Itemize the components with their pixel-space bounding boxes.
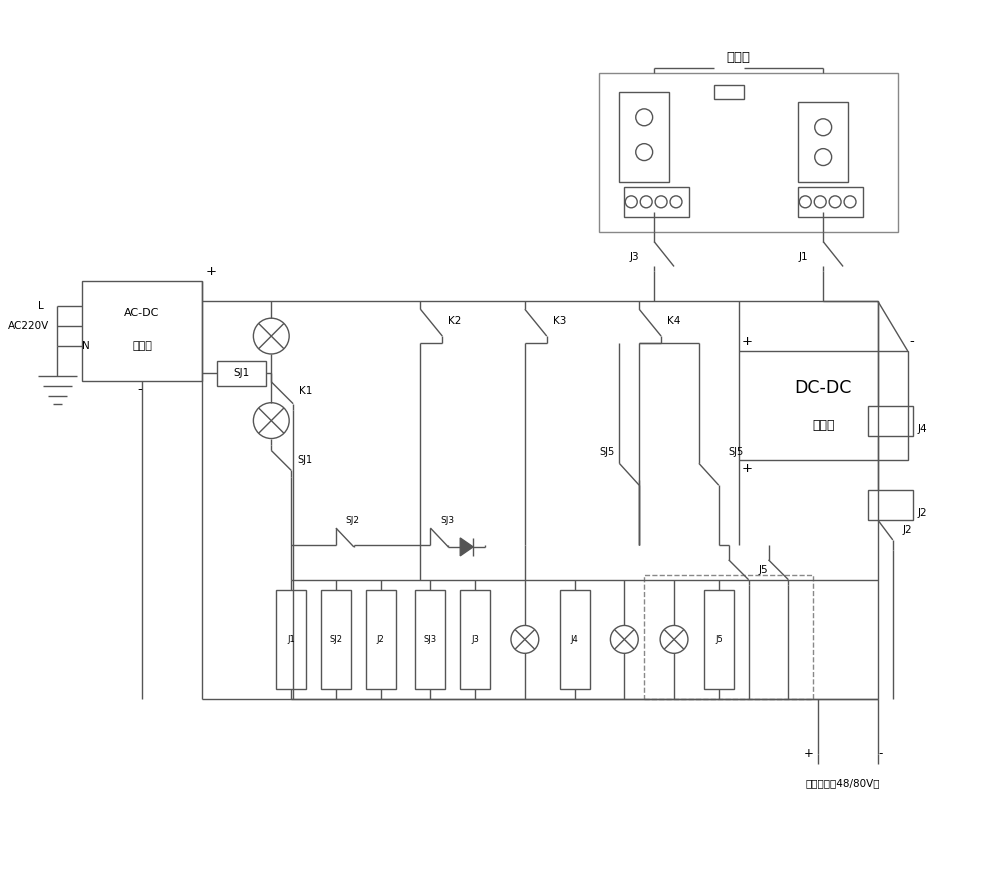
Text: SJ5: SJ5 (599, 448, 614, 457)
Text: K3: K3 (553, 316, 566, 326)
Bar (619, 93, 669, 182)
Bar (217, 361, 266, 386)
Text: J4: J4 (918, 424, 927, 433)
Text: J3: J3 (471, 635, 479, 644)
Text: J3: J3 (630, 252, 639, 262)
Text: SJ2: SJ2 (329, 635, 342, 644)
Text: J5: J5 (715, 635, 723, 644)
Text: +: + (206, 265, 217, 278)
Text: K1: K1 (299, 386, 312, 396)
Text: SJ2: SJ2 (346, 515, 360, 524)
Text: N: N (82, 341, 90, 351)
Bar (798, 187, 863, 217)
Text: AC220V: AC220V (8, 322, 49, 331)
Bar (798, 102, 848, 182)
Text: SJ3: SJ3 (424, 635, 437, 644)
Text: -: - (878, 747, 882, 760)
Text: K4: K4 (667, 316, 680, 326)
Bar (624, 187, 689, 217)
Text: K2: K2 (448, 316, 462, 326)
Bar (599, 72, 898, 232)
Bar (868, 405, 913, 435)
Bar (321, 589, 351, 689)
Bar (868, 490, 913, 520)
Text: 转换器: 转换器 (812, 419, 834, 432)
Bar (704, 589, 734, 689)
Polygon shape (460, 538, 473, 556)
Text: SJ5: SJ5 (729, 448, 744, 457)
Text: AC-DC: AC-DC (124, 308, 160, 318)
Bar (560, 589, 590, 689)
Bar (644, 574, 813, 699)
Bar (739, 351, 908, 461)
Text: -: - (910, 335, 914, 348)
Bar (714, 85, 744, 100)
Text: J2: J2 (377, 635, 385, 644)
Text: DC-DC: DC-DC (795, 379, 852, 396)
Text: 负载箱: 负载箱 (727, 51, 751, 64)
Text: J4: J4 (571, 635, 578, 644)
Text: SJ1: SJ1 (297, 455, 312, 465)
Bar (415, 589, 445, 689)
Bar (366, 589, 396, 689)
Text: J1: J1 (287, 635, 295, 644)
Text: J2: J2 (903, 525, 912, 535)
Text: +: + (742, 463, 753, 476)
Text: 外接电源（48/80V）: 外接电源（48/80V） (806, 779, 880, 788)
Text: +: + (803, 747, 813, 760)
Text: SJ1: SJ1 (233, 368, 250, 378)
Text: -: - (137, 383, 142, 396)
Bar (460, 589, 490, 689)
Text: 转换器: 转换器 (132, 341, 152, 351)
Text: L: L (38, 301, 43, 311)
Text: J5: J5 (759, 565, 768, 574)
Bar (82, 281, 202, 381)
Bar (276, 589, 306, 689)
Text: J1: J1 (799, 252, 808, 262)
Text: SJ3: SJ3 (440, 515, 454, 524)
Text: J2: J2 (918, 508, 927, 518)
Text: +: + (742, 335, 753, 348)
